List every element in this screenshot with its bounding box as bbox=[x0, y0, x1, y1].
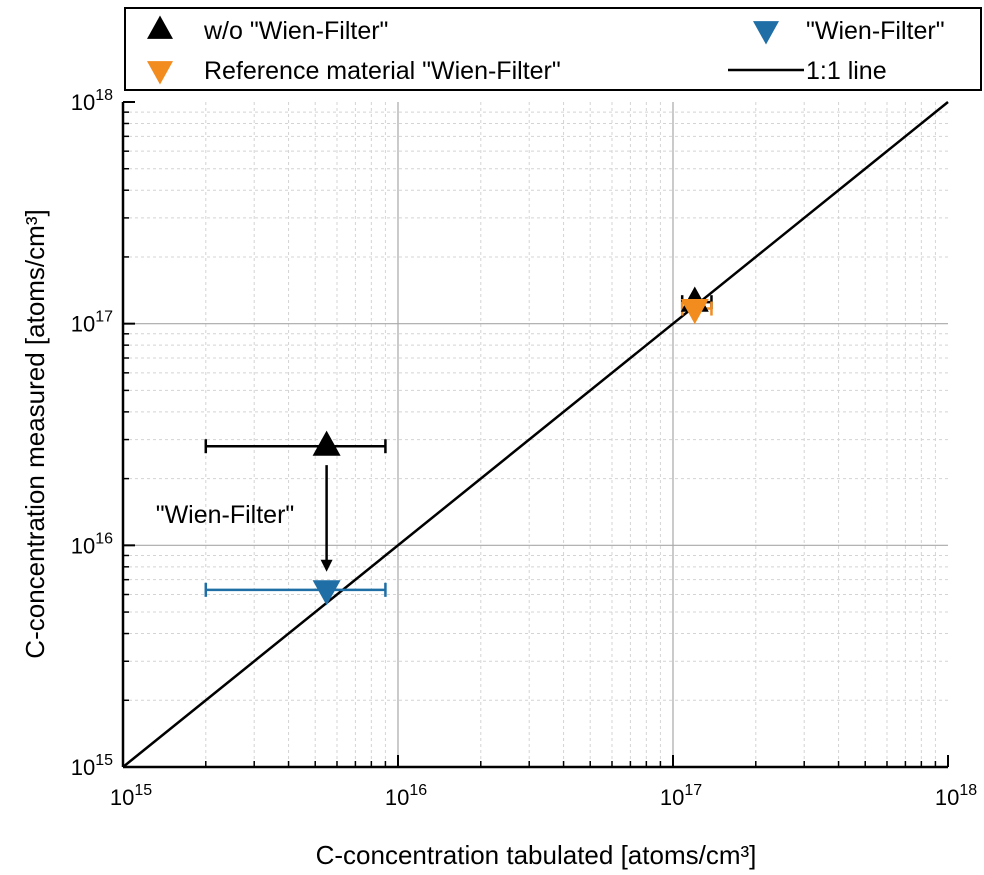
legend-label: 1:1 line bbox=[806, 57, 887, 85]
x-tick-label: 1016 bbox=[385, 782, 427, 810]
one-to-one-line bbox=[122, 101, 949, 768]
legend: w/o "Wien-Filter" "Wien-Filter" Reference … bbox=[124, 7, 982, 91]
data-point bbox=[312, 430, 341, 456]
x-tick-label: 1017 bbox=[660, 782, 702, 810]
annotation-text: "Wien-Filter" bbox=[156, 501, 295, 529]
data-point bbox=[312, 580, 341, 606]
legend-label: w/o "Wien-Filter" bbox=[203, 17, 388, 45]
tick-labels: 1015 1016 1017 1018 1015 1016 1017 1018 bbox=[71, 87, 978, 810]
axes bbox=[121, 101, 949, 769]
y-tick-label: 1016 bbox=[71, 530, 113, 558]
y-axis-label: C-concentration measured [atoms/cm³] bbox=[20, 209, 50, 658]
x-axis-label: C-concentration tabulated [atoms/cm³] bbox=[316, 840, 757, 870]
data-markers bbox=[312, 286, 709, 606]
legend-marker bbox=[147, 15, 173, 39]
annotation-arrow-head bbox=[320, 559, 333, 572]
annotation: "Wien-Filter" bbox=[156, 465, 333, 572]
legend-marker bbox=[753, 21, 779, 45]
y-tick-label: 1017 bbox=[71, 309, 113, 337]
grid-minor bbox=[123, 102, 948, 767]
data-point bbox=[680, 298, 709, 325]
x-tick-label: 1018 bbox=[935, 782, 977, 810]
x-tick-label: 1015 bbox=[110, 782, 152, 810]
legend-label: Reference material "Wien-Filter" bbox=[204, 57, 561, 85]
legend-frame bbox=[124, 7, 982, 91]
y-tick-label: 1015 bbox=[71, 752, 113, 780]
one-to-one-line-path bbox=[122, 101, 949, 768]
grid-major bbox=[123, 102, 948, 767]
error-bars bbox=[204, 295, 713, 597]
legend-label: "Wien-Filter" bbox=[806, 17, 945, 45]
y-tick-label: 1018 bbox=[71, 87, 113, 115]
legend-marker bbox=[147, 61, 173, 85]
